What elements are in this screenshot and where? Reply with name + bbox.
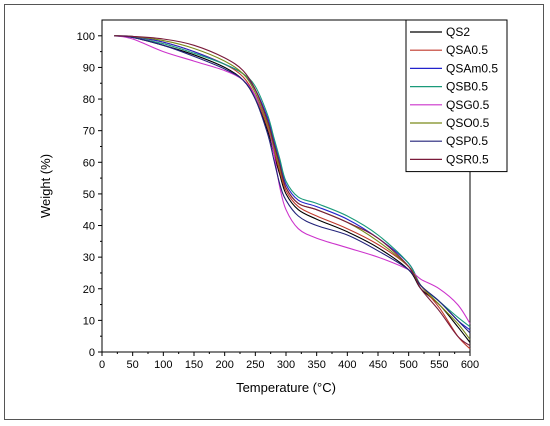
y-tick-label: 0 (89, 347, 95, 359)
legend-label: QSA0.5 (446, 43, 488, 57)
y-tick-label: 90 (83, 62, 95, 74)
x-tick-label: 450 (369, 359, 387, 371)
x-tick-label: 550 (430, 359, 448, 371)
x-tick-label: 600 (461, 359, 479, 371)
legend-label: QSP0.5 (446, 134, 488, 148)
y-tick-label: 10 (83, 315, 95, 327)
y-tick-label: 100 (77, 31, 95, 43)
x-tick-label: 250 (246, 359, 264, 371)
y-tick-label: 20 (83, 284, 95, 296)
series-lines (114, 35, 471, 350)
series-line-qsg0-5 (114, 35, 471, 324)
legend: QS2 QSA0.5 QSAm0.5 QSB0.5 QSG0.5 QSO0.5 QSP0.5… (405, 19, 508, 173)
x-axis-title: Temperature (°C) (236, 380, 336, 395)
series-line-qsp0-5 (114, 35, 471, 334)
x-tick-label: 500 (399, 359, 417, 371)
legend-label: QSG0.5 (446, 98, 490, 112)
x-tick-label: 150 (185, 359, 203, 371)
legend-label: QSB0.5 (446, 80, 488, 94)
legend-label: QS2 (446, 25, 470, 39)
x-tick-label: 50 (127, 359, 139, 371)
series-line-qsr0-5 (114, 35, 471, 347)
y-tick-label: 60 (83, 157, 95, 169)
y-tick-label: 50 (83, 189, 95, 201)
x-tick-label: 300 (277, 359, 295, 371)
x-axis-ticks: 0 50 100 150 200 250 300 350 400 450 500 550 600 (99, 352, 479, 371)
y-tick-label: 40 (83, 221, 95, 233)
x-tick-label: 0 (99, 359, 105, 371)
x-tick-label: 100 (154, 359, 172, 371)
y-tick-label: 70 (83, 126, 95, 138)
x-tick-label: 350 (307, 359, 325, 371)
x-tick-label: 200 (215, 359, 233, 371)
x-tick-label: 400 (338, 359, 356, 371)
y-tick-label: 30 (83, 252, 95, 264)
legend-label: QSR0.5 (446, 152, 489, 166)
legend-label: QSO0.5 (446, 116, 490, 130)
y-tick-label: 80 (83, 94, 95, 106)
y-axis-ticks: 0 10 20 30 40 50 60 70 80 90 100 (77, 31, 102, 359)
legend-box (405, 19, 508, 173)
legend-label: QSAm0.5 (446, 61, 498, 75)
y-axis-title: Weight (%) (38, 154, 53, 218)
